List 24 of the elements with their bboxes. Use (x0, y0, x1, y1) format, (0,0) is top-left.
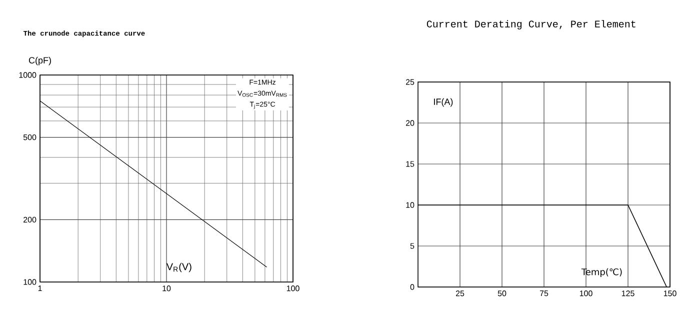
x-tick-label: 50 (498, 290, 506, 296)
y-tick-label: 10 (406, 202, 414, 208)
y-tick-label: 5 (410, 243, 414, 249)
y-axis-title: C(pF) (28, 56, 51, 66)
y-axis-title: IF(A) (434, 98, 453, 107)
y-tick-label: 1000 (19, 72, 36, 78)
x-tick-label: 75 (540, 290, 548, 296)
y-tick-label: 15 (406, 161, 414, 167)
y-tick-label: 0 (410, 284, 414, 290)
x-axis-title: Temp(℃) (581, 268, 622, 277)
x-axis-title: V$_{R}$(V) (166, 262, 192, 272)
y-tick-label: 200 (24, 216, 36, 223)
x-tick-label: 125 (622, 290, 634, 296)
y-tick-label: 25 (406, 79, 414, 85)
x-tick-label: 100 (580, 290, 592, 296)
x-tick-label: 1 (38, 286, 42, 292)
x-tick-label: 150 (664, 290, 676, 296)
y-tick-label: 100 (24, 279, 36, 285)
chart-title: Current Derating Curve, Per Element (426, 20, 636, 30)
x-tick-label: 25 (456, 290, 464, 296)
x-tick-label: 10 (162, 286, 171, 292)
y-tick-label: 20 (406, 120, 414, 126)
x-tick-label: 100 (286, 286, 300, 292)
y-tick-label: 500 (23, 134, 36, 140)
